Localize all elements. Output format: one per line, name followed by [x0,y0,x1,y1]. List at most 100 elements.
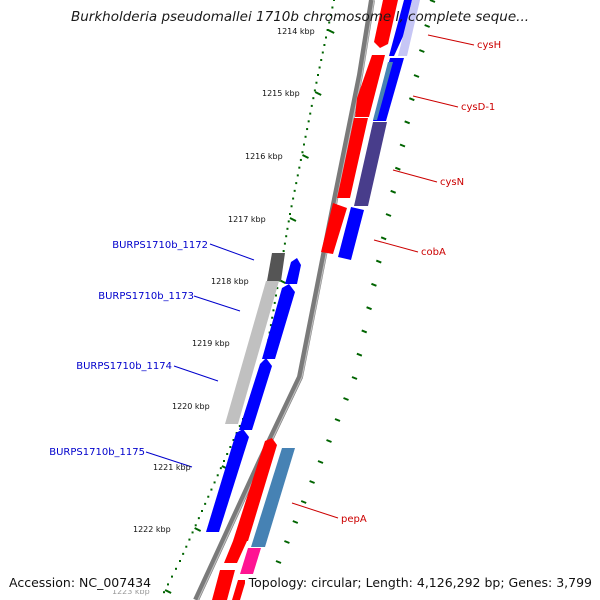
scale-dot [333,0,335,1]
scale-dot [191,531,194,534]
dashed-tick [334,418,341,422]
cds-gene-cysN-slate[interactable] [354,122,387,206]
dashed-tick [404,120,411,125]
cds-gene-cysD1-steel[interactable] [373,62,393,120]
scale-dot [182,552,185,555]
gene-label-1172[interactable]: BURPS1710b_1172 [112,240,208,251]
forward-strand-genes [206,253,301,532]
scale-label: 1220 kbp [172,402,210,411]
cds-gene-1173[interactable] [225,281,279,424]
scale-dot [287,220,290,223]
cds-gene-pink[interactable] [240,548,261,574]
cds-gene-cysD1-red[interactable] [355,55,385,117]
reverse-strand-genes [212,0,420,600]
cds-gene-cysH-lavender[interactable] [398,0,420,56]
cds-gene-cysN-red[interactable] [337,118,368,198]
scale-dot [304,135,307,138]
scale-dot [210,488,213,491]
scale-dot [312,97,315,100]
scale-dot [299,158,302,161]
dashed-tick [429,0,436,3]
scale-dot [185,545,188,548]
scale-dot [197,517,200,520]
dashed-tick [309,480,315,484]
scale-dot [194,524,197,527]
cds-gene-cysH-red[interactable] [374,0,398,48]
dashed-tick [413,74,420,78]
leader-line-cysH [427,34,475,46]
cds-gene-lower-red[interactable] [224,541,247,563]
scale-dot [213,481,216,484]
cds-gene-pepA-steel[interactable] [251,448,295,547]
dashed-tick [408,97,415,102]
scale-label: 1214 kbp [277,27,315,36]
scale-dot [282,250,285,253]
scale-major-tick [302,154,309,159]
genome-backbone [193,0,375,600]
dashed-tick [300,500,307,504]
scale-label: 1221 kbp [153,463,191,472]
gene-label-1174[interactable]: BURPS1710b_1174 [76,361,172,372]
scale-dot [293,189,296,192]
cds-gene-bottom-red2[interactable] [232,580,246,600]
dashed-tick [356,352,363,357]
scale-major-tick [194,527,202,532]
reverse-gene-labels: cysH cysD-1 cysN cobA pepA [341,40,501,525]
dashed-tick [394,166,401,171]
scale-dot [321,51,324,54]
scale-dot [292,197,295,200]
scale-dot [328,21,331,24]
dashed-tick [317,460,324,464]
scale-major-tick [289,217,297,222]
dashed-tick [284,540,290,544]
scale-dot [179,560,181,562]
scale-dot [275,294,277,297]
gene-label-1175[interactable]: BURPS1710b_1175 [49,447,145,458]
scale-dot [175,567,177,570]
scale-dot [204,502,207,505]
scale-dot [285,235,288,238]
dashed-tick [371,282,377,287]
scale-dot [229,446,232,448]
scale-label: 1219 kbp [192,339,230,348]
scale-dot [171,575,173,578]
leader-lines [145,34,475,519]
gene-label-cysH[interactable]: cysH [477,40,501,51]
scale-dot [207,495,210,498]
scale-dot [276,287,279,290]
gene-label-pepA[interactable]: pepA [341,514,367,525]
dashed-tick [275,560,282,564]
cds-gene-1175-blue[interactable] [206,429,249,532]
scale-dot [271,316,274,319]
leader-line-1174 [173,365,219,382]
scale-dot [223,460,225,462]
cds-gene-cobA-red[interactable] [321,203,347,254]
cds-gene-cobA-blue[interactable] [338,207,364,260]
gene-label-cysN[interactable]: cysN [440,177,464,188]
gene-label-cysD1[interactable]: cysD-1 [461,102,495,113]
scale-dot [329,14,332,16]
gene-label-1173[interactable]: BURPS1710b_1173 [98,291,194,302]
scale-label: 1215 kbp [262,89,300,98]
cds-gene-1174-blue[interactable] [239,358,272,430]
leader-line-1175 [145,451,193,468]
dashed-tick [375,259,382,264]
scale-dot [201,510,203,512]
cds-gene-pepA-red[interactable] [233,438,277,541]
scale-dot [216,474,219,477]
dashed-tick [343,397,349,401]
cds-gene-1172-blue[interactable] [285,258,301,284]
gene-label-cobA[interactable]: cobA [421,247,446,258]
cds-gene-1173-blue[interactable] [262,284,295,359]
dashed-tick [385,213,392,217]
accession-text: Accession: NC_007434 [9,575,156,590]
scale-major-tick [327,29,335,34]
cds-gene-cysH-blue[interactable] [389,0,412,56]
scale-dot [326,29,329,31]
cds-gene-bottom-red[interactable] [212,570,235,600]
scale-dot [226,453,229,455]
dashed-ticks [266,0,436,584]
dashed-tick [390,189,397,194]
cds-gene-1172[interactable] [267,253,285,281]
